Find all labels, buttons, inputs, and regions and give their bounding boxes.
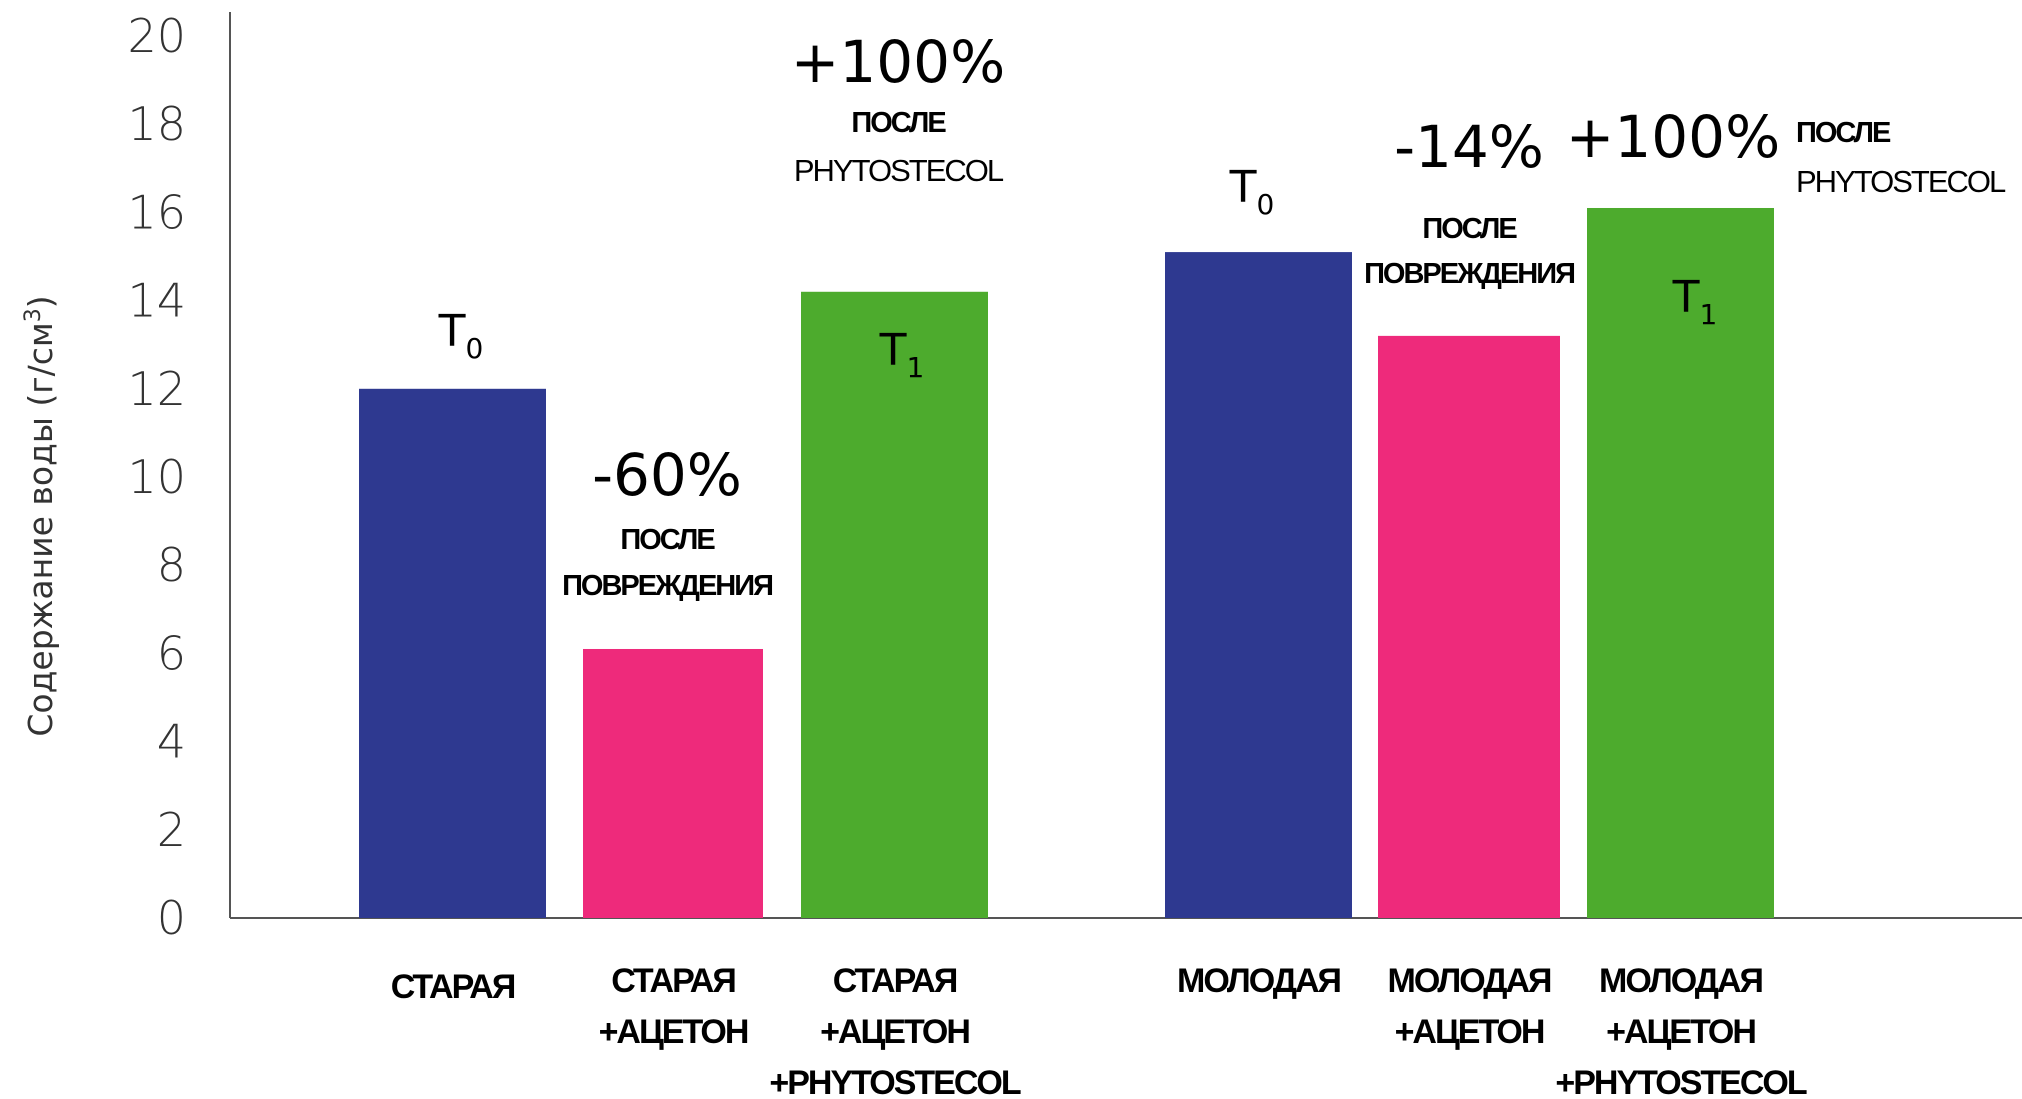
y-tick-label: 16 <box>127 185 186 239</box>
time-point-letter: T <box>879 325 907 376</box>
time-point-subscript: 0 <box>466 332 484 365</box>
percent-change-label: +100% <box>791 28 1005 96</box>
time-point-label: T0 <box>1229 162 1275 221</box>
y-tick-label: 10 <box>127 450 186 504</box>
y-axis-label-close: ) <box>21 295 60 308</box>
chart-bars <box>359 207 1774 919</box>
bar <box>1378 335 1560 918</box>
time-point-letter: T <box>1672 272 1700 323</box>
annotation-line: ПОСЛЕ <box>1422 213 1517 245</box>
time-point-label: T1 <box>1672 272 1718 331</box>
y-axis-label: Содержание воды (г/см3) <box>21 295 60 736</box>
category-label: СТАРАЯ +АЦЕТОН +PHYTOSTECOL <box>769 962 1020 1099</box>
annotation-line: PHYTOSTECOL <box>794 153 1004 188</box>
time-point-subscript: 1 <box>1700 298 1718 331</box>
category-label: МОЛОДАЯ <box>1177 962 1341 1000</box>
y-tick-label: 20 <box>127 9 186 63</box>
time-point-label: T1 <box>879 325 925 384</box>
y-tick-label: 14 <box>127 274 186 328</box>
percent-change-label: -14% <box>1394 113 1544 181</box>
category-label-line: +АЦЕТОН <box>820 1013 969 1051</box>
category-label: СТАРАЯ +АЦЕТОН <box>599 962 748 1051</box>
category-label-line: СТАРАЯ <box>611 962 735 1000</box>
y-tick-label: 12 <box>127 362 186 416</box>
bar <box>583 648 763 918</box>
category-label-line: +АЦЕТОН <box>1606 1013 1755 1051</box>
annotation-line: ПОСЛЕ <box>851 107 946 139</box>
annotation-line: ПОВРЕЖДЕНИЯ <box>1364 258 1574 290</box>
annotation-line: ПОСЛЕ <box>1796 117 1891 149</box>
category-label-line: +АЦЕТОН <box>1395 1013 1544 1051</box>
time-point-letter: T <box>1229 162 1257 213</box>
bar <box>1587 207 1774 919</box>
y-tick-label: 2 <box>157 803 186 857</box>
percent-change-label: +100% <box>1566 103 1780 171</box>
bar <box>359 388 546 918</box>
time-point-subscript: 0 <box>1257 188 1275 221</box>
y-axis-label-superscript: 3 <box>21 308 46 322</box>
category-label-line: СТАРАЯ <box>833 962 957 1000</box>
annotation-line: ПОВРЕЖДЕНИЯ <box>562 570 772 602</box>
time-point-letter: T <box>438 306 466 357</box>
y-tick-label: 4 <box>157 715 186 769</box>
category-label: СТАРАЯ <box>391 968 515 1006</box>
y-tick-label: 18 <box>127 97 186 151</box>
chart-labels: СТАРАЯ СТАРАЯ +АЦЕТОН СТАРАЯ +АЦЕТОН +PHYTOST… <box>391 28 2008 1099</box>
category-label-line: МОЛОДАЯ <box>1388 962 1552 1000</box>
y-axis-label-text: Содержание воды (г/см <box>21 322 60 736</box>
annotation-line: PHYTOSTECOL <box>1796 164 2006 199</box>
y-tick-label: 6 <box>157 626 186 680</box>
y-tick-label: 8 <box>157 538 186 592</box>
category-label-line: +АЦЕТОН <box>599 1013 748 1051</box>
category-label-line: +PHYTOSTECOL <box>769 1064 1020 1099</box>
time-point-subscript: 1 <box>907 351 925 384</box>
bar <box>801 291 988 918</box>
category-label: МОЛОДАЯ +АЦЕТОН +PHYTOSTECOL <box>1555 962 1806 1099</box>
category-label-line: МОЛОДАЯ <box>1177 962 1341 1000</box>
y-tick-label: 0 <box>157 891 186 945</box>
time-point-label: T0 <box>438 306 484 365</box>
category-label-line: МОЛОДАЯ <box>1599 962 1763 1000</box>
category-label-line: СТАРАЯ <box>391 968 515 1006</box>
category-label: МОЛОДАЯ +АЦЕТОН <box>1388 962 1552 1051</box>
annotation-line: ПОСЛЕ <box>620 524 715 556</box>
bar <box>1165 252 1352 919</box>
category-label-line: +PHYTOSTECOL <box>1555 1064 1806 1099</box>
percent-change-label: -60% <box>592 441 742 509</box>
